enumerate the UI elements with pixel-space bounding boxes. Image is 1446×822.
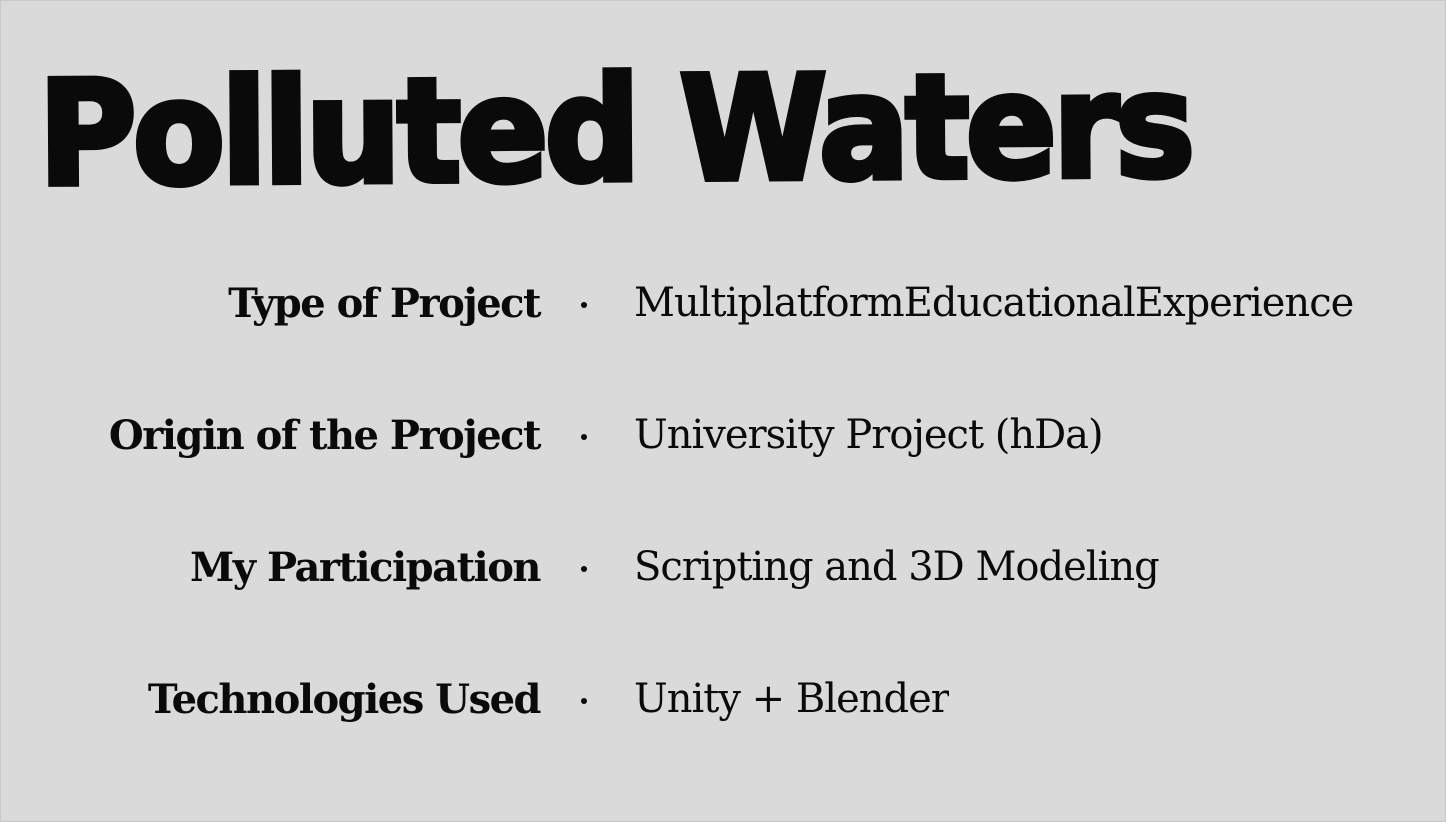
detail-value: University Project (hDa) [634,412,1103,458]
bullet-dot [581,434,587,440]
bullet-dot [581,566,587,572]
detail-value: Unity + Blender [634,676,949,722]
detail-value: MultiplatformEducationalExperience [634,280,1354,326]
detail-label: Origin of the Project [108,412,542,459]
detail-label: Technologies Used [147,676,542,723]
detail-label: Type of Project [228,280,541,327]
detail-value: Scripting and 3D Modeling [634,544,1159,590]
slide-title: Polluted Waters [35,38,1195,220]
detail-row-type: Type of Project MultiplatformEducational… [0,274,1446,406]
detail-row-origin: Origin of the Project University Project… [0,406,1446,538]
detail-row-technologies: Technologies Used Unity + Blender [0,670,1446,802]
bullet-dot [581,302,587,308]
project-details: Type of Project MultiplatformEducational… [0,274,1446,802]
detail-row-participation: My Participation Scripting and 3D Modeli… [0,538,1446,670]
bullet-dot [581,698,587,704]
detail-label: My Participation [190,544,541,591]
